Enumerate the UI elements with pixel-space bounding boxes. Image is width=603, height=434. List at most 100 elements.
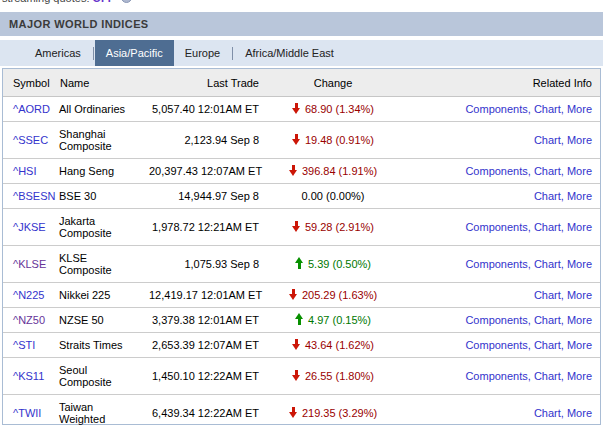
more-link[interactable]: More: [567, 370, 592, 382]
world-indices-page: streaming quotes: OFF MAJOR WORLD INDICE…: [0, 0, 603, 434]
chart-link[interactable]: Chart: [534, 165, 561, 177]
chart-link[interactable]: Chart: [534, 190, 561, 202]
tab-asia-pacific[interactable]: Asia/Pacific: [95, 40, 174, 66]
column-header-symbol: Symbol: [3, 69, 59, 97]
chart-link[interactable]: Chart: [534, 221, 561, 233]
symbol-cell: ^NZ50: [3, 308, 59, 333]
streaming-quotes-line: streaming quotes: OFF: [2, 0, 282, 7]
symbol-link[interactable]: ^BSESN: [13, 190, 55, 202]
last-trade-value: 1,075.93 Sep 8: [149, 246, 263, 283]
chart-link[interactable]: Chart: [534, 370, 561, 382]
symbol-cell: ^HSI: [3, 159, 59, 184]
components-link[interactable]: Components: [465, 221, 527, 233]
change-down-arrow-icon: [292, 103, 301, 114]
symbol-cell: ^BSESN: [3, 184, 59, 209]
change-down-arrow-icon: [292, 370, 301, 381]
symbol-cell: ^SSEC: [3, 122, 59, 159]
table-row: ^N225 Nikkei 225 12,419.17 12:01AM ET 20…: [3, 283, 600, 308]
symbol-link[interactable]: ^KS11: [13, 370, 44, 382]
symbol-link[interactable]: ^STI: [13, 339, 35, 351]
change-cell: 219.35 (3.29%): [263, 395, 403, 432]
symbol-link[interactable]: ^HSI: [13, 165, 37, 177]
tab-separator: [232, 47, 233, 60]
related-info-links: Components, Chart, More: [403, 97, 600, 122]
section-title: MAJOR WORLD INDICES: [0, 12, 603, 36]
index-name: Seoul Composite: [59, 358, 149, 395]
chart-link[interactable]: Chart: [534, 103, 561, 115]
symbol-cell: ^KLSE: [3, 246, 59, 283]
more-link[interactable]: More: [567, 190, 592, 202]
symbol-link[interactable]: ^KLSE: [13, 258, 46, 270]
chart-link[interactable]: Chart: [534, 314, 561, 326]
change-down-arrow-icon: [292, 134, 301, 145]
table-row: ^AORD All Ordinaries 5,057.40 12:01AM ET…: [3, 97, 600, 122]
components-link[interactable]: Components: [465, 370, 527, 382]
chart-link[interactable]: Chart: [534, 134, 561, 146]
more-link[interactable]: More: [567, 221, 592, 233]
index-name: KLSE Composite: [59, 246, 149, 283]
more-link[interactable]: More: [567, 339, 592, 351]
symbol-link[interactable]: ^SSEC: [13, 134, 48, 146]
streaming-quotes-toggle-link[interactable]: OFF: [93, 0, 115, 4]
table-row: ^NZ50 NZSE 50 3,379.38 12:01AM ET 4.97 (…: [3, 308, 600, 333]
table-row: ^STI Straits Times 2,653.39 12:07AM ET 4…: [3, 333, 600, 358]
symbol-link[interactable]: ^TWII: [13, 407, 41, 419]
change-down-arrow-icon: [289, 165, 298, 176]
help-icon[interactable]: [121, 0, 132, 3]
last-trade-value: 1,978.72 12:21AM ET: [149, 209, 263, 246]
change-down-arrow-icon: [289, 407, 298, 418]
change-cell: 19.48 (0.91%): [263, 122, 403, 159]
chart-link[interactable]: Chart: [534, 258, 561, 270]
components-link[interactable]: Components: [465, 103, 527, 115]
change-up-arrow-icon: [295, 314, 304, 325]
table-header-row: Symbol Name Last Trade Change Related In…: [3, 69, 600, 97]
change-cell: 4.97 (0.15%): [263, 308, 403, 333]
table-row: ^BSESN BSE 30 14,944.97 Sep 8 0.00 (0.00…: [3, 184, 600, 209]
symbol-cell: ^KS11: [3, 358, 59, 395]
more-link[interactable]: More: [567, 289, 592, 301]
symbol-link[interactable]: ^JKSE: [13, 221, 46, 233]
index-name: All Ordinaries: [59, 97, 149, 122]
symbol-link[interactable]: ^AORD: [13, 103, 50, 115]
components-link[interactable]: Components: [465, 165, 527, 177]
components-link[interactable]: Components: [465, 314, 527, 326]
more-link[interactable]: More: [567, 407, 592, 419]
column-header-name: Name: [59, 69, 149, 97]
symbol-link[interactable]: ^N225: [13, 289, 44, 301]
more-link[interactable]: More: [567, 258, 592, 270]
related-info-links: Components, Chart, More: [403, 358, 600, 395]
change-up-arrow-icon: [295, 258, 304, 269]
change-cell: 5.39 (0.50%): [263, 246, 403, 283]
tab-separator: [93, 47, 94, 60]
symbol-link[interactable]: ^NZ50: [13, 314, 45, 326]
more-link[interactable]: More: [567, 103, 592, 115]
chart-link[interactable]: Chart: [534, 289, 561, 301]
related-info-links: Components, Chart, More: [403, 308, 600, 333]
related-info-links: Chart, More: [403, 395, 600, 432]
components-link[interactable]: Components: [465, 339, 527, 351]
symbol-cell: ^TWII: [3, 395, 59, 432]
change-value: 396.84 (1.91%): [302, 165, 377, 177]
change-value: 5.39 (0.50%): [308, 258, 371, 270]
table-row: ^JKSE Jakarta Composite 1,978.72 12:21AM…: [3, 209, 600, 246]
change-value: 68.90 (1.34%): [305, 103, 374, 115]
index-name: Shanghai Composite: [59, 122, 149, 159]
last-trade-value: 2,653.39 12:07AM ET: [149, 333, 263, 358]
components-link[interactable]: Components: [465, 258, 527, 270]
more-link[interactable]: More: [567, 134, 592, 146]
region-tabs: Americas Asia/Pacific Europe Africa/Midd…: [0, 40, 603, 66]
change-cell: 396.84 (1.91%): [263, 159, 403, 184]
column-header-related-info: Related Info: [403, 69, 600, 97]
change-value: 19.48 (0.91%): [305, 134, 374, 146]
more-link[interactable]: More: [567, 165, 592, 177]
more-link[interactable]: More: [567, 314, 592, 326]
chart-link[interactable]: Chart: [534, 407, 561, 419]
streaming-quotes-label: streaming quotes:: [2, 0, 89, 4]
tab-africa-middle-east[interactable]: Africa/Middle East: [234, 40, 345, 66]
last-trade-value: 2,123.94 Sep 8: [149, 122, 263, 159]
related-info-links: Components, Chart, More: [403, 209, 600, 246]
table-row: ^TWII Taiwan Weighted 6,439.34 12:22AM E…: [3, 395, 600, 432]
chart-link[interactable]: Chart: [534, 339, 561, 351]
tab-europe[interactable]: Europe: [174, 40, 231, 66]
tab-americas[interactable]: Americas: [24, 40, 92, 66]
